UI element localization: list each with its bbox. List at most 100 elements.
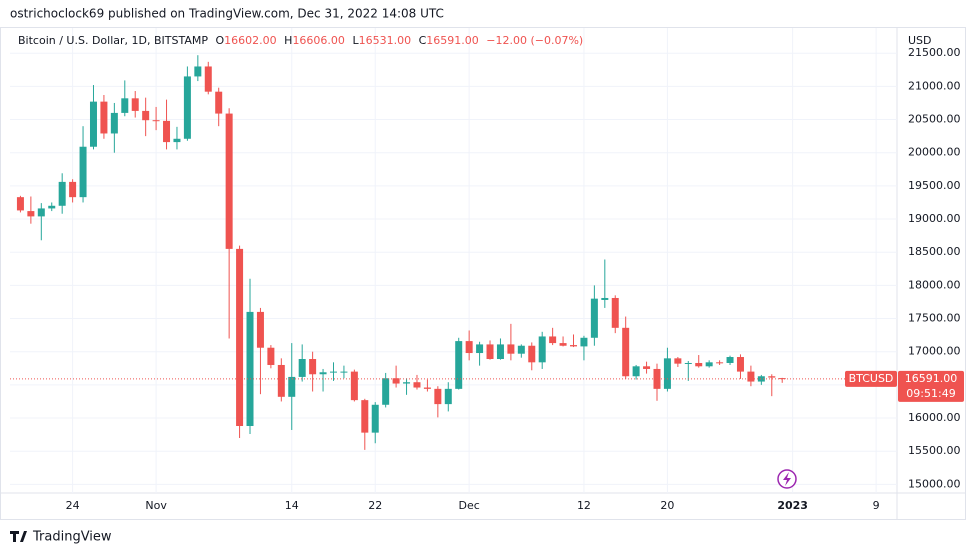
candle-body [256, 311, 264, 348]
candle-body [486, 344, 494, 360]
candle-body [403, 382, 411, 384]
candle-body [726, 357, 734, 363]
candle-body [778, 378, 786, 380]
candle-body [309, 359, 317, 375]
candle-body [549, 336, 557, 344]
y-tick-label: 15000.00 [908, 477, 961, 490]
legend: Bitcoin / U.S. Dollar, 1D, BITSTAMP O166… [18, 34, 583, 47]
candle-body [173, 138, 181, 143]
y-tick-label: 19000.00 [908, 212, 961, 225]
y-tick-label: 17500.00 [908, 312, 961, 325]
candle-body [204, 66, 212, 92]
candle-body [288, 376, 296, 397]
x-tick-label: 20 [660, 499, 674, 512]
y-tick-label: 15500.00 [908, 444, 961, 457]
candle-body [444, 388, 452, 405]
candle-body [643, 366, 651, 369]
legend-close-label: C [419, 34, 427, 47]
candle-body [58, 181, 66, 206]
legend-low: 16531.00 [359, 34, 412, 47]
x-tick-label: 2023 [777, 499, 808, 512]
candle-body [246, 311, 254, 427]
candle-body [236, 248, 244, 427]
legend-open: 16602.00 [224, 34, 277, 47]
candle-body [413, 382, 421, 388]
candle-body [16, 197, 24, 211]
candle-body [611, 297, 619, 328]
x-tick-label: 24 [66, 499, 80, 512]
candle-body [716, 362, 724, 364]
x-tick-label: 9 [873, 499, 880, 512]
candle-body [757, 376, 765, 382]
candle-body [382, 378, 390, 405]
candle-body [663, 358, 671, 389]
candle-body [37, 208, 45, 217]
candle-body [622, 327, 630, 377]
candle-body [277, 364, 285, 397]
candle-body [298, 359, 306, 377]
legend-low-label: L [352, 34, 359, 47]
candle-body [361, 400, 369, 433]
currency-label: USD [908, 34, 932, 47]
candle-body [27, 211, 35, 217]
y-tick-label: 21500.00 [908, 46, 961, 59]
y-tick-label: 18500.00 [908, 245, 961, 258]
symbol-tag-bg [845, 370, 897, 387]
candle-body [89, 101, 97, 147]
candle-body [684, 362, 692, 364]
x-tick-label: Dec [459, 499, 480, 512]
candle-body [371, 404, 379, 433]
candle-body [319, 372, 327, 375]
y-tick-label: 17000.00 [908, 345, 961, 358]
candle-body [329, 371, 337, 373]
candle-body [695, 362, 703, 367]
header: ostrichoclock69 published on TradingView… [10, 7, 444, 21]
candle-body [768, 376, 776, 378]
candle-body [570, 345, 578, 347]
footer-brand: TradingView [32, 530, 112, 545]
candle-body [476, 344, 484, 354]
candle-body [538, 336, 546, 363]
countdown: 09:51:49 [906, 387, 955, 400]
y-tick-label: 16000.00 [908, 411, 961, 424]
legend-close: 16591.00 [426, 34, 479, 47]
y-tick-label: 21000.00 [908, 79, 961, 92]
legend-high-label: H [284, 34, 292, 47]
price-tag: 16591.00 [905, 372, 958, 385]
legend-high: 16606.00 [292, 34, 345, 47]
frame [0, 27, 966, 520]
x-tick-label: 22 [368, 499, 382, 512]
candle-body [455, 341, 463, 389]
x-tick-label: 14 [285, 499, 299, 512]
y-tick-label: 20500.00 [908, 113, 961, 126]
candle-body [528, 345, 536, 363]
price-tag-bg [898, 370, 964, 402]
logo [10, 531, 27, 542]
candle-body [163, 120, 171, 143]
candle-body [465, 341, 473, 354]
candle-body [69, 181, 77, 198]
x-tick-label: 12 [577, 499, 591, 512]
candle-body [590, 298, 598, 338]
candle-body [507, 344, 515, 354]
candle-body [705, 362, 713, 367]
candle-body [559, 343, 567, 346]
candle-body [131, 98, 139, 111]
alert-icon[interactable] [777, 469, 797, 489]
candle-body [632, 366, 640, 377]
candle-body [267, 347, 275, 365]
candle-body [100, 101, 108, 134]
candle-body [340, 371, 348, 373]
candle-body [423, 387, 431, 389]
y-tick-label: 18000.00 [908, 278, 961, 291]
candle-body [194, 66, 202, 77]
candle-body [110, 112, 118, 134]
candle-body [392, 378, 400, 384]
candle-body [48, 205, 56, 209]
candle-body [183, 76, 191, 139]
symbol-tag: BTCUSD [849, 372, 894, 385]
candle-body [142, 110, 150, 121]
candle-body [225, 113, 233, 249]
candle-body [747, 371, 755, 382]
